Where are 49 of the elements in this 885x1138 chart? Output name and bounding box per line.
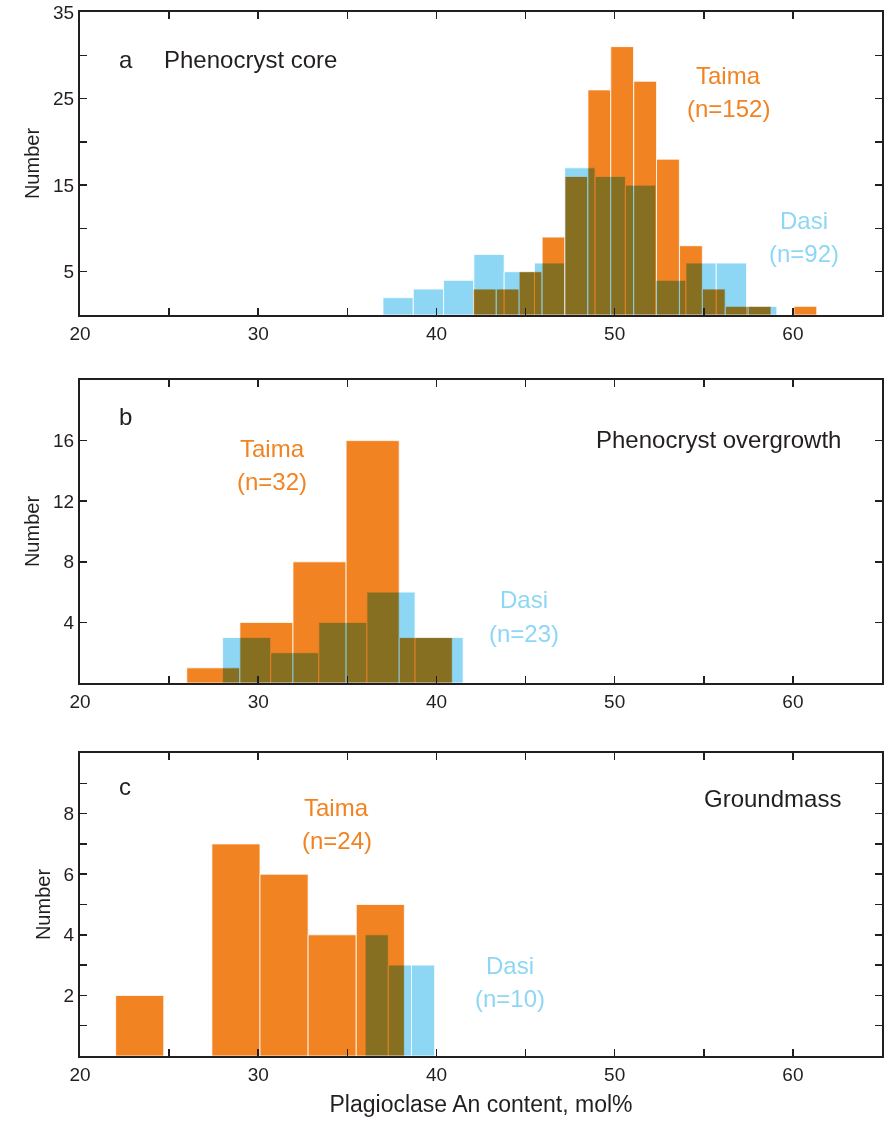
x-tick-label: 20 [69, 1063, 91, 1085]
x-tick-label: 40 [425, 322, 448, 344]
x-tick-label: 50 [604, 322, 626, 344]
y-axis-title: Number [21, 127, 44, 200]
y-axis-title: Number [31, 868, 54, 941]
x-tick-label: 60 [782, 322, 804, 344]
text: Groundmass [704, 785, 842, 812]
text: Phenocryst overgrowth [596, 426, 842, 453]
annotation: (n=10) [475, 985, 546, 1012]
y-tick-label: 4 [63, 924, 75, 946]
x-tick-label: 40 [425, 1063, 448, 1085]
series-label: Taima [240, 435, 305, 462]
annotation: (n=32) [237, 468, 308, 495]
y-axis-title: Number [21, 495, 44, 568]
x-tick-label: 20 [69, 322, 91, 344]
y-tick-label: 16 [53, 430, 75, 452]
annotation: (n=24) [302, 827, 373, 854]
annotation: b [119, 403, 133, 430]
y-tick-label: 6 [63, 863, 75, 885]
annotation: (n=152) [687, 95, 771, 122]
y-tick-label: 25 [53, 88, 75, 110]
x-tick-label: 50 [604, 690, 626, 712]
annotation: (n=23) [489, 620, 560, 647]
y-tick-label: 8 [63, 551, 75, 573]
text: Taima [304, 794, 369, 821]
x-tick-label: 60 [782, 690, 804, 712]
x-tick-label: 30 [247, 322, 269, 344]
annotation: (n=92) [769, 240, 840, 267]
x-tick-label: 40 [425, 690, 448, 712]
y-tick-label: 12 [53, 490, 75, 512]
annotation: a [119, 46, 133, 73]
y-tick-label: 8 [63, 803, 75, 825]
x-tick-label: 60 [782, 1063, 804, 1085]
x-axis-title: Plagioclase An content, mol% [329, 1090, 633, 1117]
text: Phenocryst core [164, 46, 338, 73]
y-tick-label: 35 [53, 1, 75, 23]
x-tick-label: 50 [604, 1063, 626, 1085]
y-tick-label: 2 [63, 985, 75, 1007]
y-tick-label: 4 [63, 612, 75, 634]
y-tick-label: 5 [63, 261, 75, 283]
series-label: Taima [696, 62, 761, 89]
x-tick-label: 30 [247, 1063, 269, 1085]
x-tick-label: 30 [247, 690, 269, 712]
annotation: c [119, 773, 131, 800]
series-label: Dasi [500, 586, 549, 613]
y-tick-label: 15 [53, 174, 75, 196]
series-label: Dasi [780, 207, 829, 234]
text: Dasi [486, 952, 535, 979]
x-tick-label: 20 [69, 690, 91, 712]
